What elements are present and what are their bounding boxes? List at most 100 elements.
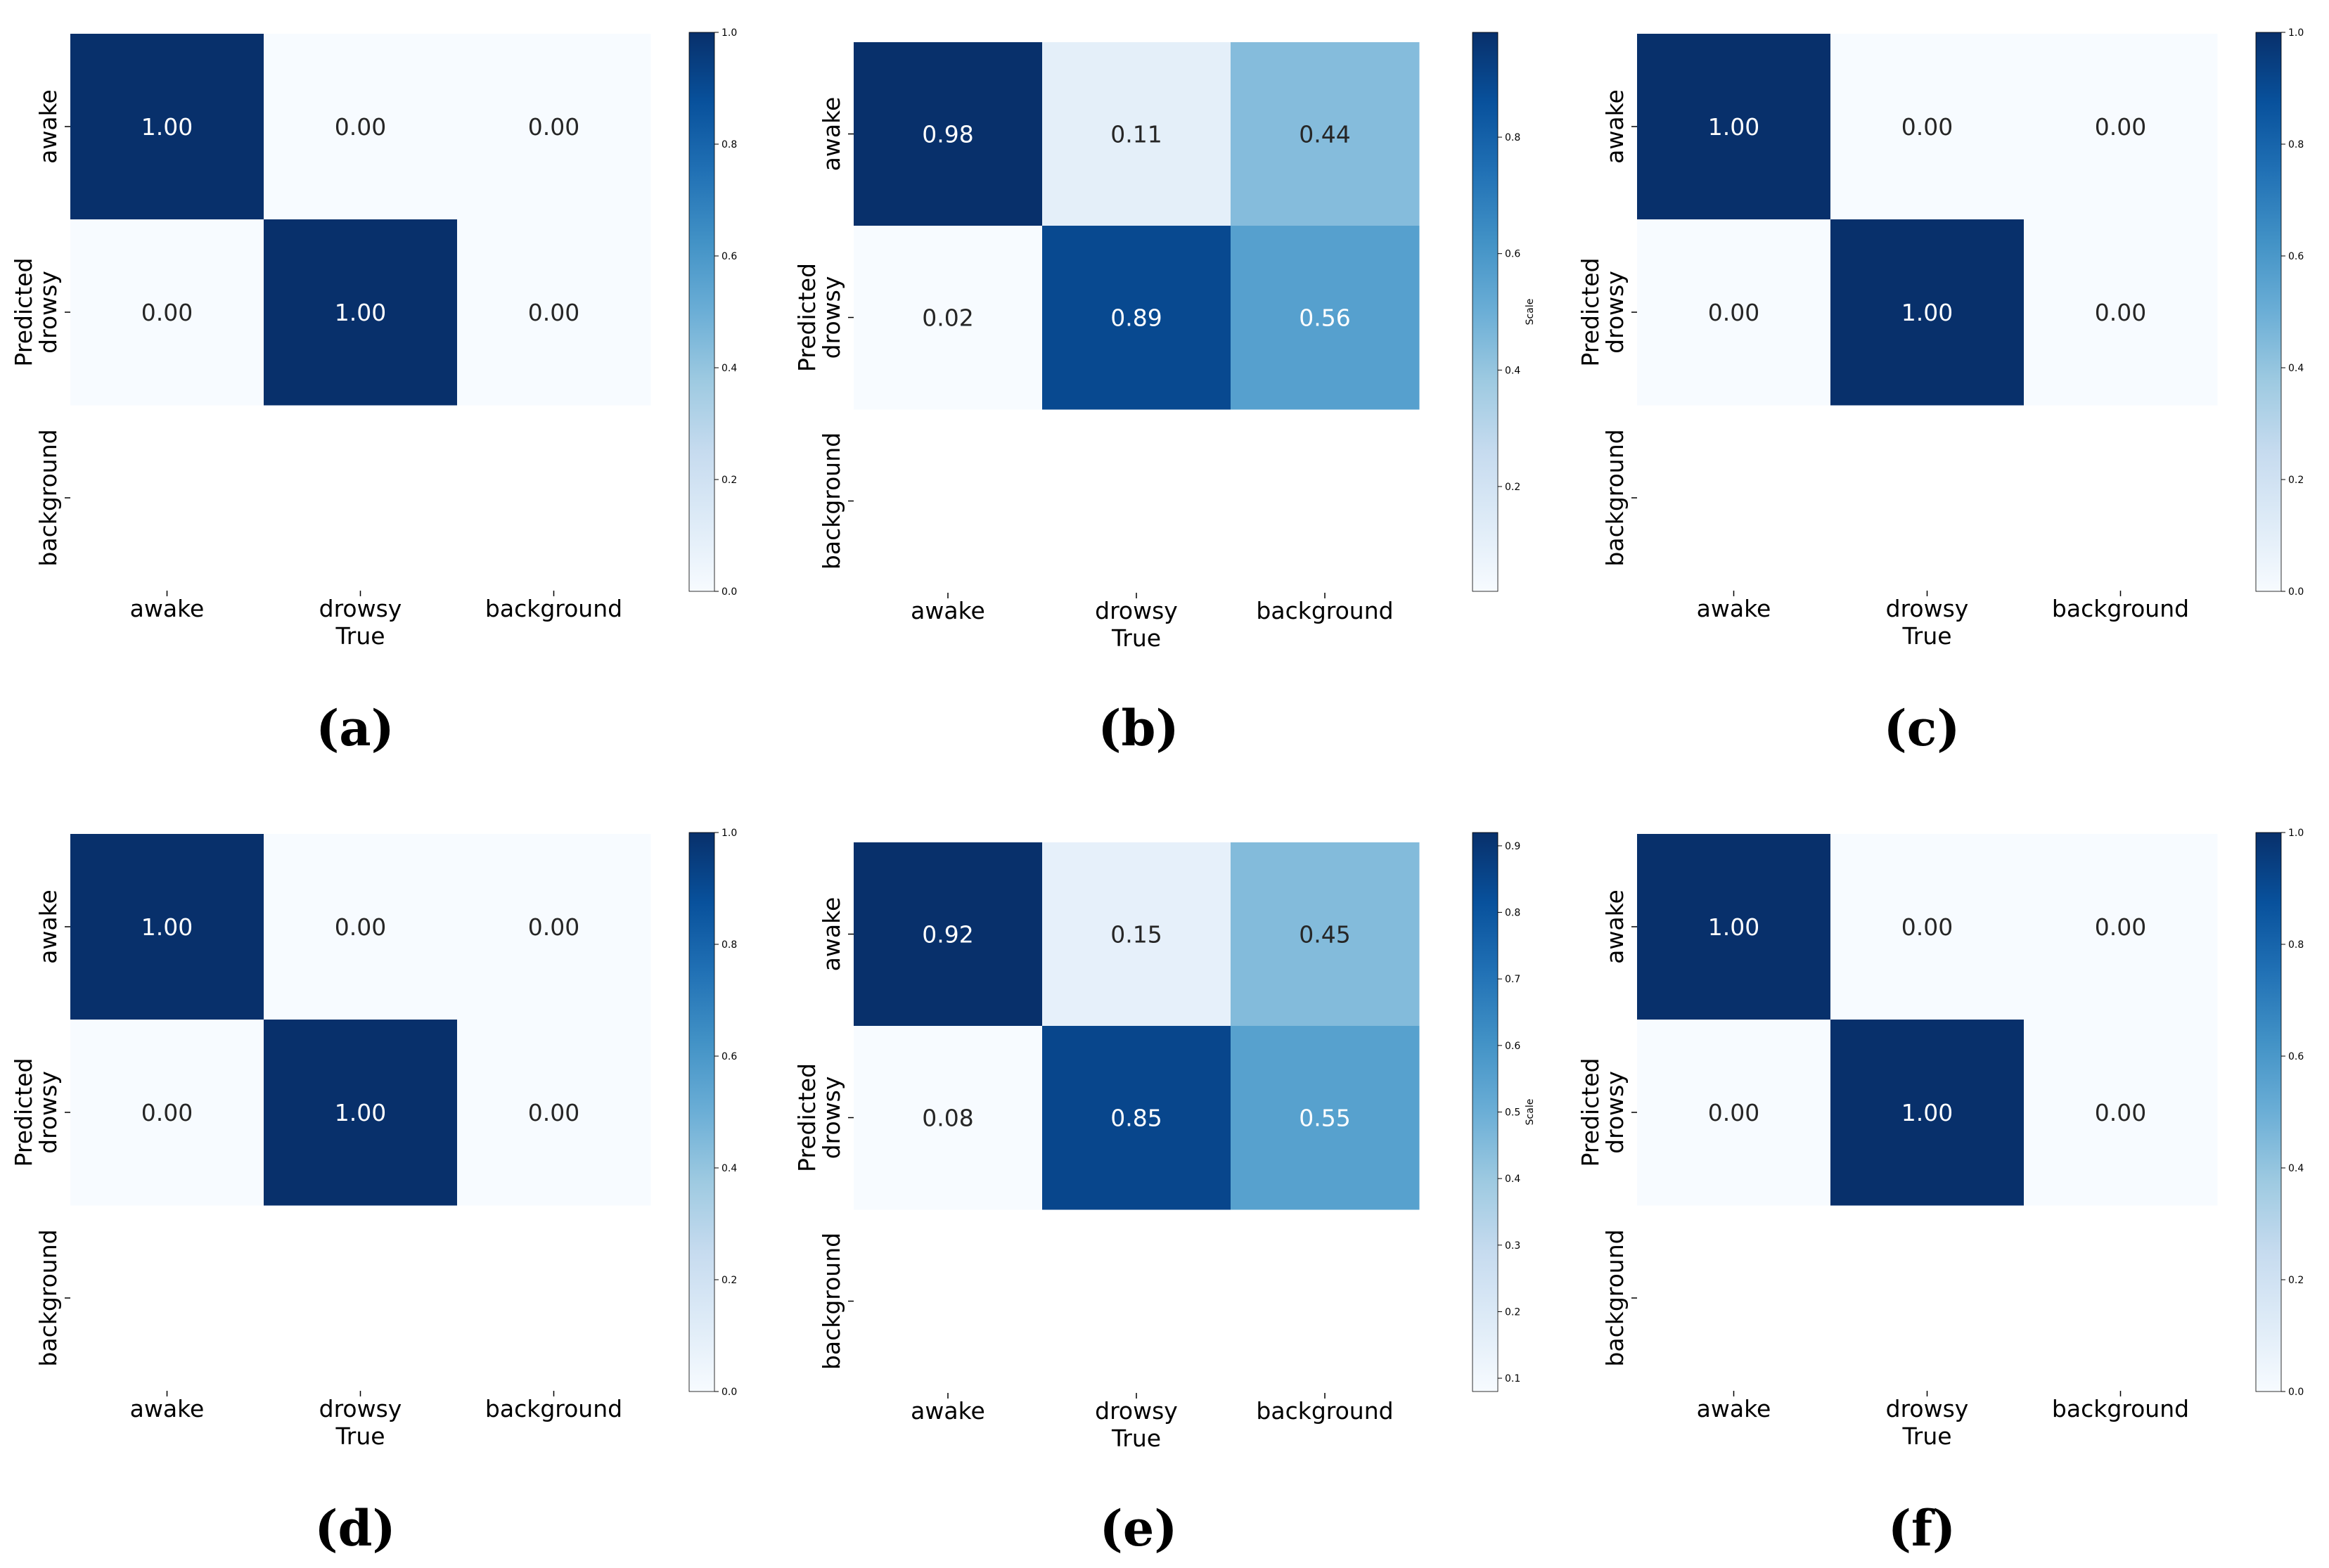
panel-caption: (c) [1884, 699, 1961, 757]
colorbar-tick-label: 0.8 [1505, 132, 1520, 143]
cell-value-label: 1.00 [1901, 1099, 1953, 1126]
x-axis-label: True [1111, 624, 1161, 652]
heatmap-cell [1637, 834, 1831, 1020]
y-axis-label: Predicted [10, 258, 37, 367]
cell-value-label: 0.00 [141, 1099, 193, 1126]
heatmap-cell [1042, 226, 1231, 410]
y-tick-label: awake [34, 89, 62, 164]
colorbar-tick-label: 0.8 [721, 939, 737, 951]
y-tick-label: awake [34, 889, 62, 964]
cell-value-label: 0.02 [922, 304, 973, 332]
panel-a: 1.00 0.00 0.00 0.00 1.00 0.00 awake drowsy backg… [10, 27, 737, 757]
x-axis-label: True [1901, 1422, 1951, 1450]
cell-value-label: 0.45 [1299, 921, 1350, 949]
y-tick-label: awake [1601, 889, 1629, 964]
cell-value-label: 0.00 [335, 113, 386, 141]
colorbar-tick-label: 1.0 [2288, 27, 2304, 39]
colorbar-tick-label: 0.6 [1505, 1041, 1520, 1052]
heatmap-cell [2024, 34, 2218, 220]
y-axis-label: Predicted [10, 1058, 37, 1167]
heatmap-cell [1637, 219, 1831, 406]
x-tick-label: background [2052, 595, 2189, 622]
y-tick-label: drowsy [1601, 271, 1629, 354]
y-tick-label: drowsy [1601, 1071, 1629, 1154]
cell-value-label: 0.00 [1708, 299, 1759, 326]
colorbar [688, 32, 715, 592]
colorbar-tick-label: 0.1 [1505, 1373, 1520, 1384]
y-axis-label: Predicted [1577, 258, 1604, 367]
cell-value-label: 0.92 [922, 921, 973, 949]
heatmap-cell [457, 1020, 651, 1206]
y-tick-label: background [34, 429, 62, 566]
heatmap-cell [854, 226, 1043, 410]
x-tick-label: drowsy [1886, 1395, 1969, 1422]
heatmap-cell [1830, 34, 2025, 220]
y-axis-label: Predicted [793, 1063, 821, 1172]
cell-value-label: 1.00 [141, 913, 193, 941]
cell-value-label: 0.00 [2095, 113, 2146, 141]
colorbar-tick-label: 0.4 [2288, 1163, 2304, 1174]
colorbar-tick-label: 0.8 [2288, 939, 2304, 951]
x-axis-label: True [335, 622, 385, 650]
colorbar-tick-label: 0.0 [721, 586, 737, 598]
y-tick-label: drowsy [34, 271, 62, 354]
cell-value-label: 0.56 [1299, 304, 1350, 332]
x-tick-label: drowsy [1095, 1397, 1178, 1425]
cell-value-label: 0.89 [1110, 304, 1162, 332]
heatmap-cell [1042, 842, 1231, 1027]
cell-value-label: 1.00 [1901, 299, 1953, 326]
cell-value-label: 0.55 [1299, 1105, 1350, 1132]
cell-value-label: 0.00 [528, 299, 579, 326]
x-axis-label: True [335, 1422, 385, 1450]
panel-caption: (a) [316, 699, 394, 757]
cell-value-label: 0.85 [1110, 1105, 1162, 1132]
x-tick-label: drowsy [319, 595, 402, 622]
cell-value-label: 0.00 [2095, 299, 2146, 326]
colorbar-tick-label: 0.2 [721, 1275, 737, 1286]
cell-value-label: 0.15 [1110, 921, 1162, 949]
colorbar-tick-label: 0.4 [721, 363, 737, 374]
x-axis-label: True [1901, 622, 1951, 650]
cell-value-label: 1.00 [335, 299, 386, 326]
colorbar-tick-label: 0.2 [1505, 1306, 1520, 1318]
heatmap-cell [1637, 1020, 1831, 1206]
heatmap-cell [854, 42, 1043, 226]
cell-value-label: 0.98 [922, 121, 973, 148]
x-tick-label: awake [1697, 1395, 1771, 1422]
heatmap-cell [264, 34, 458, 220]
colorbar-tick-label: 1.0 [2288, 828, 2304, 839]
colorbar [1472, 32, 1499, 592]
x-tick-label: background [1256, 597, 1393, 624]
cell-value-label: 1.00 [335, 1099, 386, 1126]
cell-value-label: 1.00 [141, 113, 193, 141]
y-axis-label: Predicted [793, 263, 821, 372]
panel-e: 0.92 0.15 0.45 0.08 0.85 0.55 awake drowsy backg… [793, 832, 1536, 1557]
panel-caption: (d) [314, 1499, 395, 1557]
colorbar-tick-label: 0.2 [2288, 475, 2304, 486]
x-tick-label: background [485, 1395, 622, 1422]
colorbar-tick-label: 0.4 [721, 1163, 737, 1174]
cell-value-label: 0.00 [2095, 913, 2146, 941]
panel-c: 1.00 0.00 0.00 0.00 1.00 0.00 awake drowsy backg… [1577, 27, 2304, 757]
cell-value-label: 0.00 [2095, 1099, 2146, 1126]
y-tick-label: background [1601, 1229, 1629, 1366]
colorbar-tick-label: 1.0 [721, 27, 737, 39]
x-tick-label: background [2052, 1395, 2189, 1422]
colorbar [2255, 832, 2282, 1392]
panel-b: 0.98 0.11 0.44 0.02 0.89 0.56 awake drowsy backg… [793, 32, 1536, 757]
colorbar-tick-label: 1.0 [721, 828, 737, 839]
cell-value-label: 0.00 [1901, 113, 1953, 141]
x-tick-label: drowsy [1095, 597, 1178, 624]
heatmap-cell [1231, 1026, 1420, 1210]
cell-value-label: 0.00 [528, 113, 579, 141]
heatmap-cell [264, 219, 458, 406]
heatmap-cell [1042, 1026, 1231, 1210]
colorbar-tick-label: 0.4 [1505, 1174, 1520, 1185]
heatmap-cell [854, 1026, 1043, 1210]
colorbar-tick-label: 0.8 [2288, 139, 2304, 150]
colorbar-tick-label: 0.0 [2288, 586, 2304, 598]
heatmap-cell [70, 219, 264, 406]
heatmap-cell [1231, 42, 1420, 226]
colorbar-tick-label: 0.0 [2288, 1387, 2304, 1398]
